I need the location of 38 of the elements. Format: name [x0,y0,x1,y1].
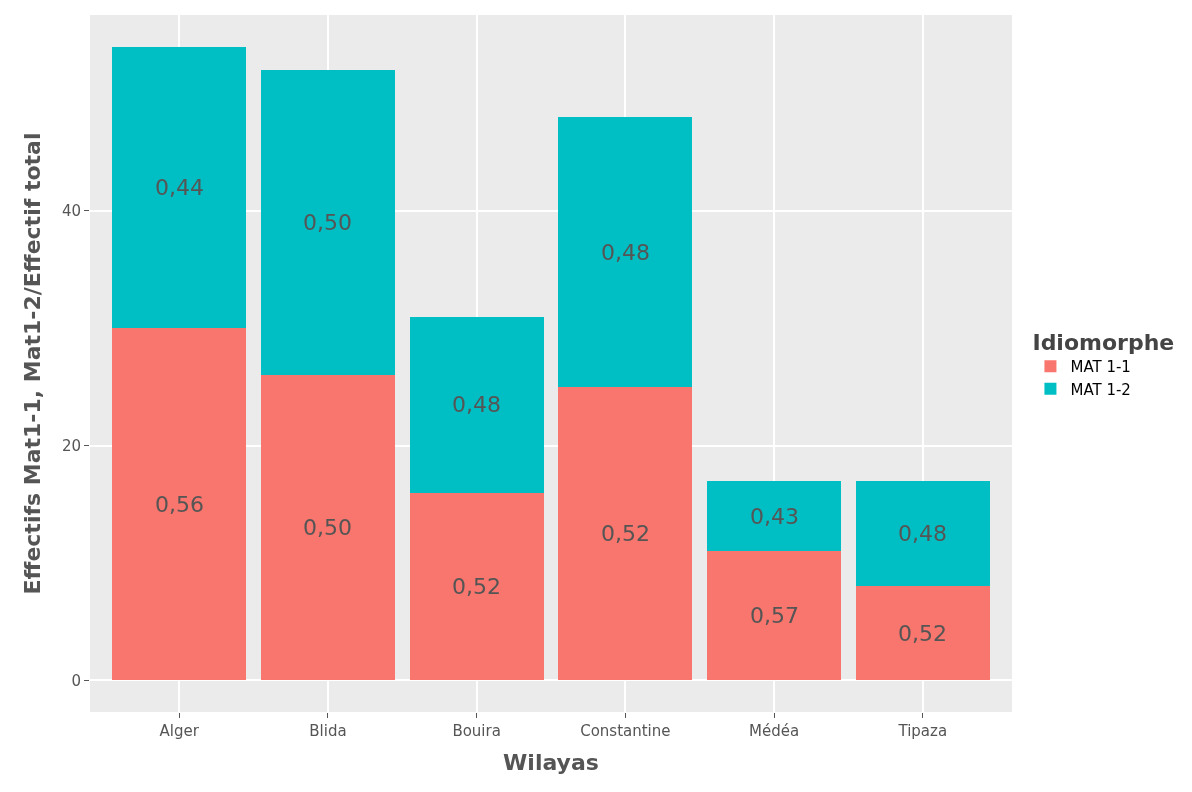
bar [112,328,247,681]
annotation: 0,52 [898,621,947,646]
annotation: 0,56 [155,492,204,517]
bar [409,492,544,681]
y-axis-title: Effectifs Mat1-1, Mat1-2/Effectif total [19,132,45,595]
annotation: 0,52 [452,574,501,599]
annotation: 0,52 [601,521,650,546]
bar [558,386,693,681]
bar [855,586,990,681]
annotation: 0,48 [898,521,947,546]
x-tick-label: Médéa [749,722,800,740]
bar [558,117,693,387]
x-tick-label: Tipaza [897,722,948,740]
annotation: 0,50 [303,210,352,235]
bar [707,480,841,552]
y-tick-label: 20 [61,436,81,455]
annotation: 0,50 [303,515,352,540]
bar [261,375,395,681]
annotation: 0,57 [750,603,799,628]
x-tick-label: Alger [159,722,200,740]
y-tick-label: 40 [61,202,81,221]
annotation: 0,48 [601,240,650,265]
legend-label: MAT 1-1 [1070,358,1131,377]
legend-title: Idiomorphe [1032,330,1175,356]
bar [855,480,990,587]
x-axis-title: Wilayas [503,749,599,775]
bar [409,316,544,493]
annotation: 0,44 [155,175,204,200]
legend-label: MAT 1-2 [1070,380,1131,399]
bar [261,70,395,376]
y-tick-label: 0 [71,671,81,690]
annotation: 0,48 [452,392,501,417]
bar [112,46,247,329]
x-tick-label: Blida [309,722,347,740]
annotation: 0,43 [750,504,799,529]
bar [707,551,841,681]
x-tick-label: Bouira [452,722,501,740]
x-tick-label: Constantine [580,722,671,740]
